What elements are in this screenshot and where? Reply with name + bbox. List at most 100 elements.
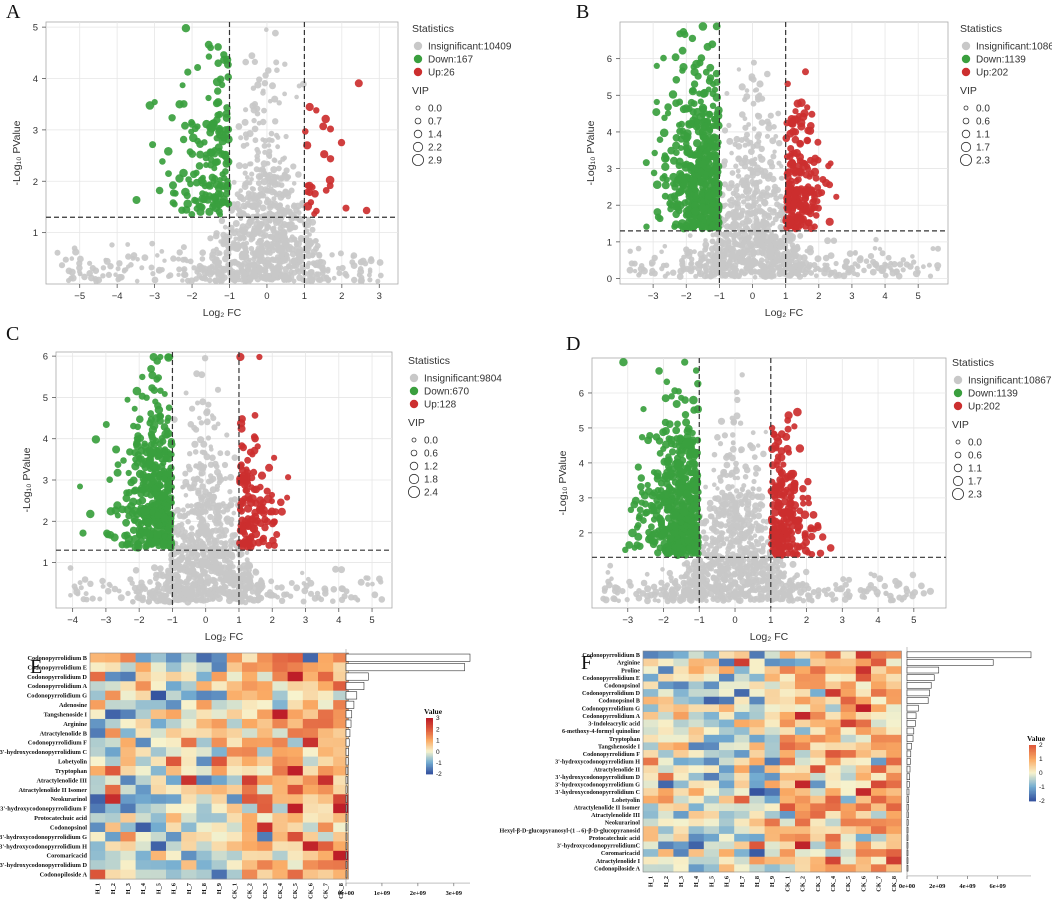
- down-point: [147, 410, 155, 417]
- insignificant-point: [733, 135, 741, 143]
- insignificant-point: [288, 580, 295, 586]
- insignificant-point: [165, 567, 172, 574]
- insignificant-point: [376, 575, 383, 583]
- insignificant-point: [107, 263, 114, 270]
- down-point: [706, 133, 714, 141]
- up-point: [825, 217, 834, 226]
- insignificant-point: [211, 424, 218, 431]
- insignificant-point: [243, 584, 251, 592]
- insignificant-point: [859, 593, 866, 600]
- insignificant-point: [296, 216, 304, 224]
- insignificant-point: [681, 574, 687, 580]
- y-axis-title: -Log₁₀ PValue: [585, 120, 597, 185]
- insignificant-point: [176, 256, 181, 262]
- legend-down-swatch: [961, 54, 971, 64]
- insignificant-point: [351, 276, 358, 284]
- insignificant-point: [309, 272, 316, 279]
- down-point: [143, 394, 150, 401]
- insignificant-point: [209, 413, 215, 418]
- insignificant-point: [749, 243, 755, 249]
- down-point: [155, 186, 164, 195]
- down-point: [706, 152, 714, 160]
- insignificant-point: [301, 587, 309, 595]
- insignificant-point: [277, 259, 282, 265]
- insignificant-point: [306, 216, 311, 222]
- insignificant-point: [367, 257, 375, 265]
- down-point: [183, 199, 192, 209]
- x-tick-label: 3: [849, 291, 854, 302]
- insignificant-point: [753, 87, 760, 93]
- insignificant-point: [235, 572, 242, 579]
- vip-size-swatch: [414, 117, 422, 125]
- insignificant-point: [235, 162, 243, 170]
- insignificant-point: [842, 263, 848, 270]
- insignificant-point: [179, 521, 185, 528]
- insignificant-point: [262, 186, 269, 193]
- down-point: [114, 461, 122, 468]
- insignificant-point: [251, 117, 257, 124]
- down-point: [679, 63, 688, 72]
- insignificant-point: [274, 241, 281, 247]
- insignificant-point: [267, 154, 273, 160]
- insignificant-point: [86, 270, 93, 277]
- down-point: [132, 196, 141, 204]
- insignificant-point: [330, 598, 336, 604]
- insignificant-point: [637, 271, 643, 276]
- up-point: [250, 446, 259, 455]
- insignificant-point: [767, 112, 774, 119]
- down-point: [697, 213, 704, 221]
- up-point: [277, 507, 286, 516]
- down-point: [123, 531, 131, 539]
- insignificant-point: [306, 237, 313, 245]
- insignificant-point: [207, 235, 214, 242]
- insignificant-point: [192, 449, 199, 455]
- insignificant-point: [125, 253, 132, 260]
- insignificant-point: [793, 269, 801, 277]
- insignificant-point: [756, 131, 762, 138]
- insignificant-point: [220, 501, 226, 506]
- insignificant-point: [276, 100, 282, 106]
- up-point: [285, 474, 292, 481]
- y-tick-label: 6: [607, 54, 612, 65]
- insignificant-point: [231, 572, 237, 578]
- insignificant-point: [764, 257, 770, 263]
- insignificant-point: [281, 230, 288, 237]
- insignificant-point: [760, 272, 767, 280]
- insignificant-point: [100, 273, 106, 279]
- down-point: [706, 63, 715, 72]
- insignificant-point: [737, 222, 743, 228]
- insignificant-point: [271, 272, 278, 278]
- down-point: [169, 199, 177, 207]
- insignificant-point: [99, 577, 106, 585]
- insignificant-point: [186, 595, 194, 603]
- down-point: [181, 24, 191, 33]
- down-point: [223, 181, 232, 190]
- down-point: [699, 134, 707, 141]
- up-point: [811, 223, 818, 230]
- insignificant-point: [733, 488, 740, 494]
- down-point: [702, 181, 710, 188]
- down-point: [207, 161, 215, 169]
- up-point: [303, 202, 313, 211]
- up-point: [271, 454, 278, 461]
- insignificant-point: [743, 93, 751, 100]
- insignificant-point: [242, 243, 248, 249]
- insignificant-point: [318, 596, 325, 603]
- insignificant-point: [729, 454, 736, 462]
- insignificant-point: [272, 158, 278, 164]
- insignificant-point: [265, 67, 272, 74]
- down-point: [684, 211, 692, 219]
- x-tick-label: −1: [694, 615, 705, 626]
- insignificant-point: [217, 450, 224, 457]
- insignificant-point: [103, 257, 108, 263]
- down-point: [165, 170, 172, 178]
- down-point: [652, 180, 662, 189]
- insignificant-point: [275, 594, 280, 600]
- insignificant-point: [867, 253, 875, 260]
- insignificant-point: [181, 266, 188, 273]
- insignificant-point: [828, 269, 835, 276]
- insignificant-point: [147, 579, 153, 585]
- insignificant-point: [113, 272, 118, 278]
- insignificant-point: [804, 248, 809, 254]
- down-point: [222, 113, 231, 122]
